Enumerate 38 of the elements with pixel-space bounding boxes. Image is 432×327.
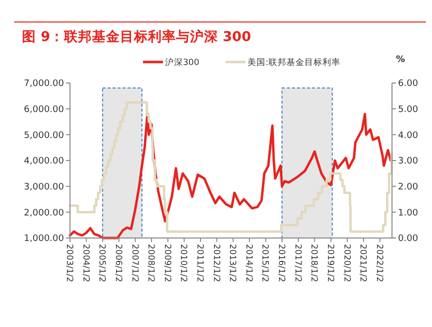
x-tick-label: 2013/1/2 [227, 244, 238, 282]
y-tick-label: 6,000.00 [24, 104, 64, 115]
x-tick-label: 2014/1/2 [243, 244, 254, 282]
y-tick-label: 1,000.00 [24, 234, 64, 244]
x-tick-label: 2017/1/2 [292, 244, 302, 282]
y2-axis-title: % [396, 55, 406, 65]
x-tick-label: 2005/1/2 [96, 244, 107, 282]
x-tick-label: 2009/1/2 [162, 244, 172, 282]
y2-tick-label: 5.00 [398, 104, 418, 115]
x-tick-label: 2008/1/2 [146, 244, 156, 282]
x-tick-label: 2019/1/2 [324, 244, 335, 282]
y2-tick-label: 3.00 [398, 156, 418, 167]
y2-tick-label: 4.00 [398, 130, 418, 141]
x-tick-label: 2018/1/2 [308, 244, 319, 282]
x-tick-label: 2022/1/2 [374, 244, 384, 282]
y2-tick-label: 2.00 [398, 182, 418, 192]
x-tick-label: 2007/1/2 [129, 244, 140, 282]
x-tick-label: 2020/1/2 [341, 244, 352, 282]
x-tick-label: 2006/1/2 [112, 244, 123, 282]
y2-tick-label: 0.00 [398, 234, 418, 244]
y-tick-label: 4,000.00 [24, 156, 64, 167]
x-tick-label: 2010/1/2 [178, 244, 188, 282]
y2-tick-label: 6.00 [398, 79, 418, 90]
x-tick-label: 2003/1/2 [64, 244, 74, 282]
y-tick-label: 2,000.00 [24, 208, 64, 218]
x-tick-label: 2004/1/2 [80, 244, 90, 282]
x-tick-label: 2015/1/2 [260, 244, 270, 282]
legend-label: 沪深300 [165, 56, 200, 68]
y-tick-label: 5,000.00 [24, 130, 64, 141]
chart-title: 图 9：联邦基金目标利率与沪深 300 [22, 28, 251, 45]
y-tick-label: 3,000.00 [24, 182, 64, 192]
x-tick-label: 2021/1/2 [358, 244, 368, 282]
x-tick-label: 2012/1/2 [210, 244, 221, 282]
y2-tick-label: 1.00 [398, 208, 418, 218]
legend-label: 美国:联邦基金目标利率 [248, 56, 340, 68]
x-tick-label: 2011/1/2 [194, 244, 205, 282]
y-tick-label: 7,000.00 [24, 79, 64, 90]
x-tick-label: 2016/1/2 [276, 244, 286, 282]
